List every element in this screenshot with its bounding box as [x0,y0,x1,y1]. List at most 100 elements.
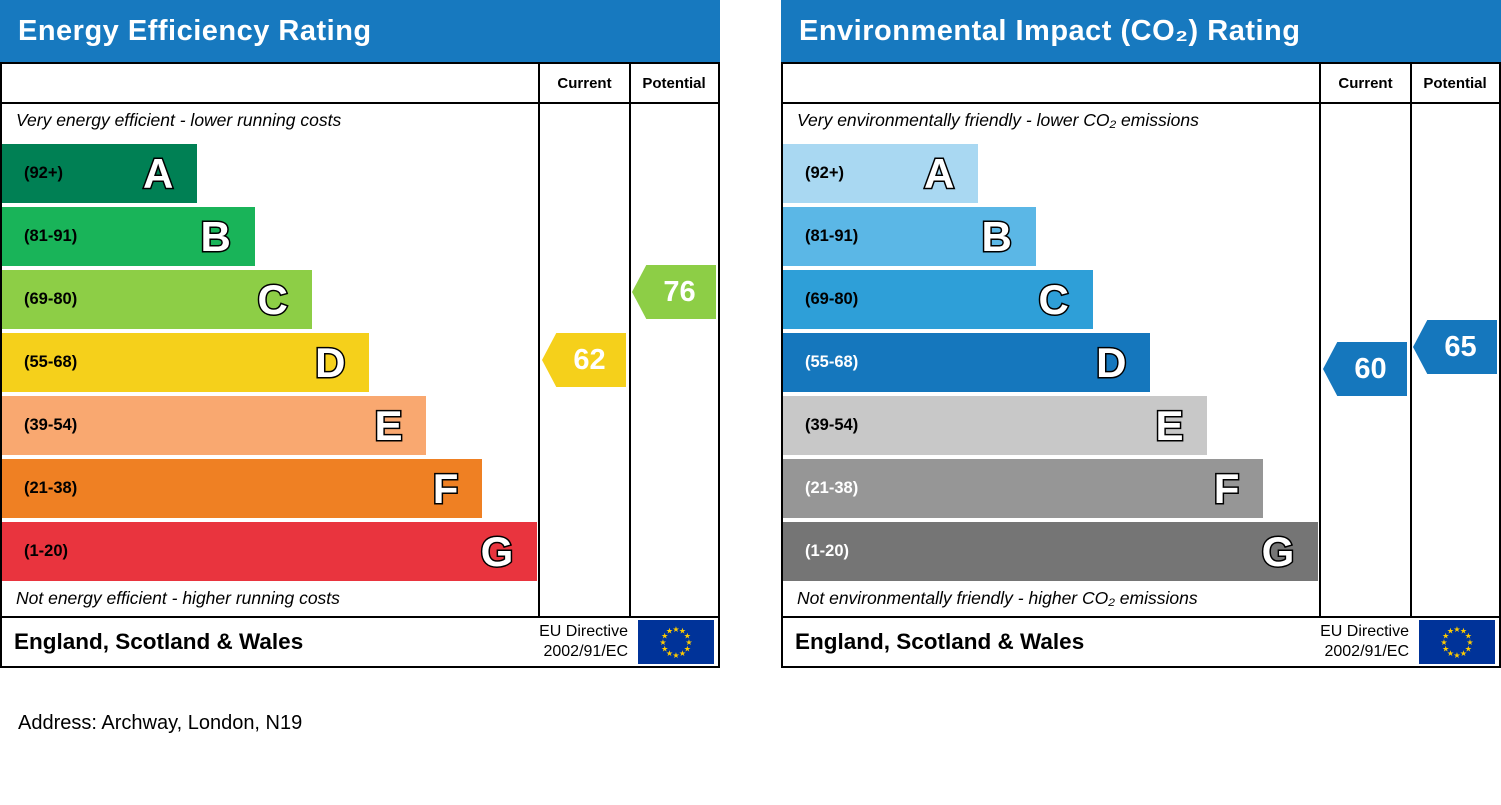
svg-text:★: ★ [1460,649,1467,658]
band-row-b: (81-91) B [2,205,540,268]
band-bar-e: (39-54) E [783,396,1208,455]
band-range-label: (69-80) [24,290,78,308]
band-range-label: (1-20) [24,542,69,560]
current-rating-arrow: 62 [542,333,626,387]
column-divider [629,64,631,616]
eu-directive-label: EU Directive 2002/91/EC [1320,622,1409,662]
svg-text:★: ★ [1442,644,1449,653]
band-bar-b: (81-91) B [783,207,1036,266]
band-range-label: (21-38) [805,479,859,497]
eu-directive-line1: EU Directive [1320,623,1409,640]
band-row-d: (55-68) D [783,331,1321,394]
eu-directive-label: EU Directive 2002/91/EC [539,622,628,662]
band-range-label: (92+) [24,164,63,182]
svg-text:★: ★ [672,625,679,634]
band-range-label: (92+) [805,164,844,182]
band-row-f: (21-38) F [2,457,540,520]
band-letter: B [980,212,1013,260]
band-range-label: (81-91) [24,227,78,245]
band-row-a: (92+) A [2,142,540,205]
band-bar-d: (55-68) D [783,333,1151,392]
address-line: Address: Archway, London, N19 [18,712,303,734]
band-letter: G [479,527,515,575]
band-range-label: (55-68) [805,353,859,371]
band-range-label: (55-68) [24,353,78,371]
svg-text:★: ★ [1440,638,1447,647]
band-bar-f: (21-38) F [2,459,483,518]
top-note: Very energy efficient - lower running co… [16,110,342,130]
svg-text:★: ★ [1465,631,1472,640]
column-divider [1319,64,1321,616]
potential-column-header: Potential [1423,74,1487,92]
band-row-e: (39-54) E [2,394,540,457]
band-letter: D [314,338,347,386]
band-range-label: (69-80) [805,290,859,308]
footer-divider [783,616,1499,618]
band-range-label: (39-54) [805,416,859,434]
chart-footer: England, Scotland & Wales EU Directive 2… [783,618,1499,666]
svg-text:★: ★ [661,631,668,640]
band-range-label: (39-54) [24,416,78,434]
svg-text:★: ★ [672,651,679,660]
band-row-g: (1-20) G [783,520,1321,583]
band-bar-e: (39-54) E [2,396,427,455]
band-list: (92+) A (81-91) B (69-80) C (55-68) D (39-54) E (2… [783,142,1321,583]
band-row-c: (69-80) C [2,268,540,331]
svg-text:★: ★ [1447,627,1454,636]
svg-text:★: ★ [685,638,692,647]
column-divider [538,64,540,616]
svg-text:★: ★ [1453,625,1460,634]
band-row-e: (39-54) E [783,394,1321,457]
band-bar-d: (55-68) D [2,333,370,392]
current-column-header: Current [1338,74,1393,92]
svg-text:★: ★ [679,649,686,658]
band-list: (92+) A (81-91) B (69-80) C (55-68) D (39-54) E (2… [2,142,540,583]
eu-directive-line2: 2002/91/EC [1324,643,1409,660]
header-divider [783,102,1499,104]
svg-text:★: ★ [1447,649,1454,658]
svg-text:★: ★ [1465,644,1472,653]
band-range-label: (81-91) [805,227,859,245]
eu-flag-icon: ★ ★★ ★★★ ★★★ ★★★ [1419,620,1495,664]
band-letter: A [141,149,174,197]
band-bar-a: (92+) A [2,144,198,203]
band-row-f: (21-38) F [783,457,1321,520]
band-row-b: (81-91) B [783,205,1321,268]
band-row-g: (1-20) G [2,520,540,583]
chart-body: Current Potential Very environmentally f… [781,62,1501,668]
band-letter: F [1212,464,1241,512]
band-bar-g: (1-20) G [783,522,1319,581]
svg-text:★: ★ [684,644,691,653]
eu-directive-line2: 2002/91/EC [543,643,628,660]
current-rating-arrow: 60 [1323,342,1407,396]
band-letter: C [256,275,289,323]
band-letter: E [373,401,404,449]
band-letter: F [431,464,460,512]
svg-text:★: ★ [1442,631,1449,640]
eu-directive-line1: EU Directive [539,623,628,640]
region-label: England, Scotland & Wales [14,629,304,654]
chart-title-bar: Environmental Impact (CO₂) Rating [781,0,1501,62]
band-letter: D [1095,338,1128,386]
potential-column-header: Potential [642,74,706,92]
svg-text:★: ★ [684,631,691,640]
svg-text:★: ★ [1466,638,1473,647]
chart-title: Energy Efficiency Rating [18,14,372,47]
band-row-d: (55-68) D [2,331,540,394]
band-letter: B [199,212,232,260]
band-range-label: (1-20) [805,542,850,560]
band-bar-b: (81-91) B [2,207,255,266]
potential-rating-arrow: 76 [632,265,716,319]
band-letter: E [1154,401,1185,449]
band-letter: G [1260,527,1296,575]
band-bar-g: (1-20) G [2,522,538,581]
band-row-c: (69-80) C [783,268,1321,331]
svg-text:★: ★ [666,627,673,636]
header-divider [2,102,718,104]
svg-text:★: ★ [1453,651,1460,660]
svg-text:★: ★ [679,627,686,636]
band-bar-a: (92+) A [783,144,979,203]
band-bar-f: (21-38) F [783,459,1264,518]
potential-rating-arrow: 65 [1413,320,1497,374]
environmental-impact-chart: Environmental Impact (CO₂) Rating Curren… [781,0,1501,668]
